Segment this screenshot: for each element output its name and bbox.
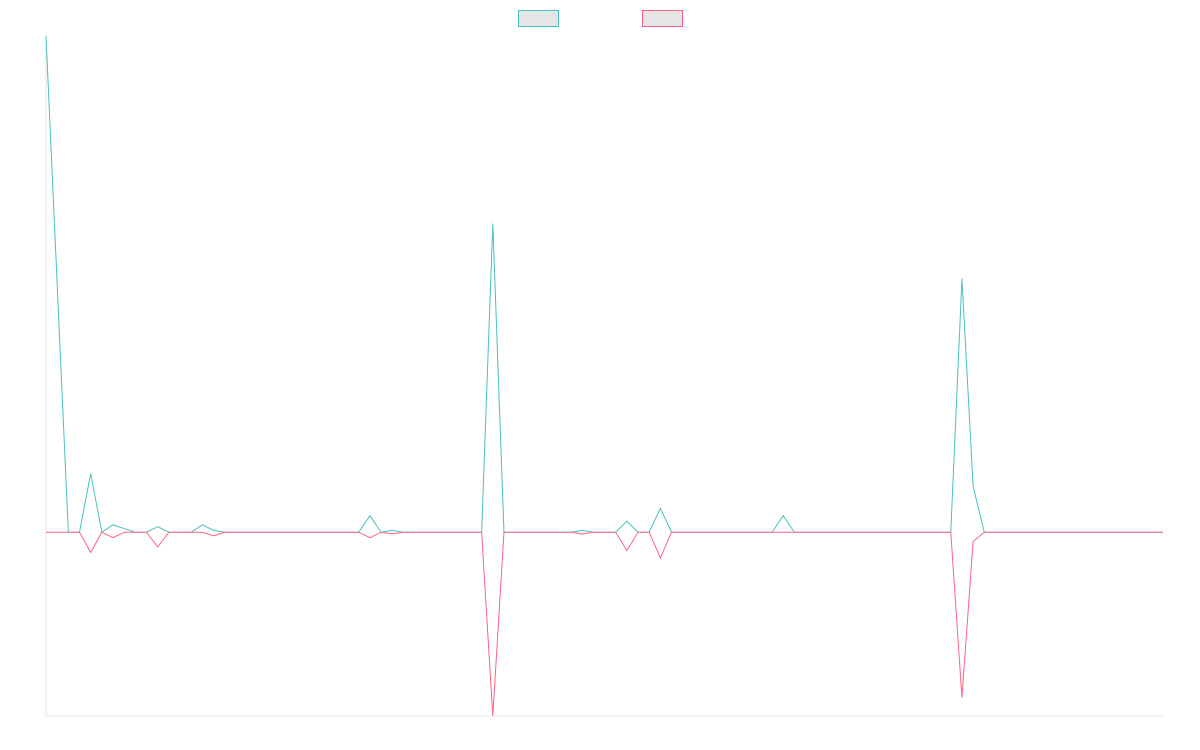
series-line-1 bbox=[45, 35, 1163, 534]
legend-swatch-2 bbox=[642, 10, 683, 27]
series-line-2 bbox=[46, 531, 1163, 717]
legend-swatch-1 bbox=[518, 10, 559, 27]
